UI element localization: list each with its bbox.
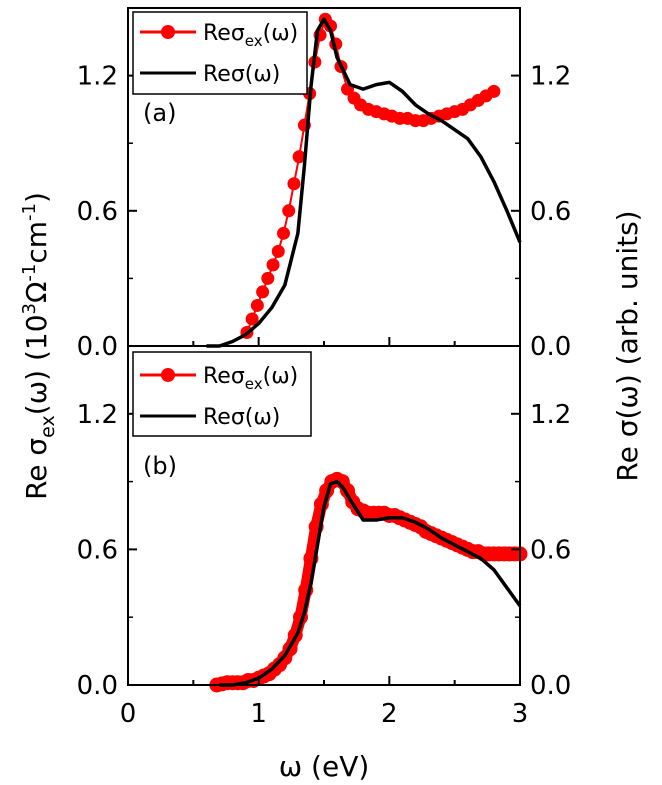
y-tick-label: 1.2 bbox=[77, 62, 118, 92]
panel-b-y-ticks: 0.0 0.6 1.2 bbox=[77, 400, 137, 701]
panel-b-y2-ticks: 0.0 0.6 1.2 bbox=[511, 400, 571, 701]
panel-a-y-ticks: 0.0 0.6 1.2 bbox=[77, 62, 137, 362]
data-point-resigma-ex bbox=[261, 271, 275, 285]
x-tick-label: 3 bbox=[512, 699, 529, 729]
y2-tick-label: 0.6 bbox=[530, 197, 571, 227]
panel-a: 0.0 0.6 1.2 0.0 0.6 1.2 (a) Reσex(ω) Reσ(ω) bbox=[77, 7, 571, 362]
data-point-resigma-ex bbox=[276, 226, 290, 240]
data-point-resigma-ex bbox=[287, 177, 301, 191]
panel-b-legend-red-marker bbox=[161, 368, 175, 382]
panel-b-legend-entry-2: Reσ(ω) bbox=[203, 405, 280, 430]
data-point-resigma-ex bbox=[266, 258, 280, 272]
y-tick-label: 0.6 bbox=[77, 535, 118, 565]
panel-b-label: (b) bbox=[143, 452, 177, 480]
series-resigma-line bbox=[219, 479, 522, 687]
panel-a-series-resigma bbox=[206, 17, 522, 348]
panel-b-series-resigma bbox=[219, 479, 522, 687]
x-tick-label: 1 bbox=[250, 699, 267, 729]
y-axis-title-right: Re σ(ω) (arb. units) bbox=[611, 210, 644, 481]
y-tick-label: 0.0 bbox=[77, 671, 118, 701]
panel-a-legend: Reσex(ω) Reσ(ω) bbox=[132, 11, 308, 95]
x-tick-label: 0 bbox=[120, 699, 137, 729]
panel-b-x-ticks: 0 1 2 3 bbox=[120, 676, 529, 729]
data-point-resigma-ex bbox=[282, 204, 296, 218]
series-resigma-line bbox=[206, 17, 522, 348]
panel-a-label: (a) bbox=[143, 99, 176, 127]
panel-b-legend-entry-1: Reσex(ω) bbox=[203, 364, 298, 393]
y2-tick-label: 1.2 bbox=[530, 62, 571, 92]
panel-a-legend-red-marker bbox=[161, 25, 175, 39]
data-point-resigma-ex bbox=[245, 312, 259, 326]
y2-tick-label: 0.0 bbox=[530, 671, 571, 701]
y-tick-label: 0.6 bbox=[77, 197, 118, 227]
panel-a-legend-entry-1: Reσex(ω) bbox=[203, 21, 298, 50]
panel-a-legend-box bbox=[132, 11, 308, 95]
data-point-resigma-ex bbox=[487, 84, 501, 98]
panel-a-legend-entry-2: Reσ(ω) bbox=[203, 62, 280, 87]
data-point-resigma-ex bbox=[256, 285, 270, 299]
x-axis-title: ω (eV) bbox=[279, 750, 370, 783]
panel-b-legend: Reσex(ω) Reσ(ω) bbox=[132, 351, 312, 437]
data-point-resigma-ex bbox=[250, 298, 264, 312]
y2-tick-label: 0.0 bbox=[530, 332, 571, 362]
y-tick-label: 1.2 bbox=[77, 400, 118, 430]
panel-b-legend-box bbox=[132, 351, 312, 437]
data-point-resigma-ex bbox=[292, 150, 306, 164]
y-tick-label: 0.0 bbox=[77, 332, 118, 362]
data-point-resigma-ex bbox=[271, 244, 285, 258]
y2-tick-label: 0.6 bbox=[530, 535, 571, 565]
y2-tick-label: 1.2 bbox=[530, 400, 571, 430]
x-tick-label: 2 bbox=[381, 699, 398, 729]
y-axis-title-left: Re σex(ω) (103Ω-1cm-1) bbox=[19, 192, 59, 500]
panel-a-y2-ticks: 0.0 0.6 1.2 bbox=[511, 62, 571, 362]
panel-b-series-resigma-ex bbox=[209, 471, 528, 693]
panel-b: 0.0 0.6 1.2 0.0 0.6 1.2 0 1 2 3 (b) Reσex(ω) Re… bbox=[77, 345, 571, 729]
